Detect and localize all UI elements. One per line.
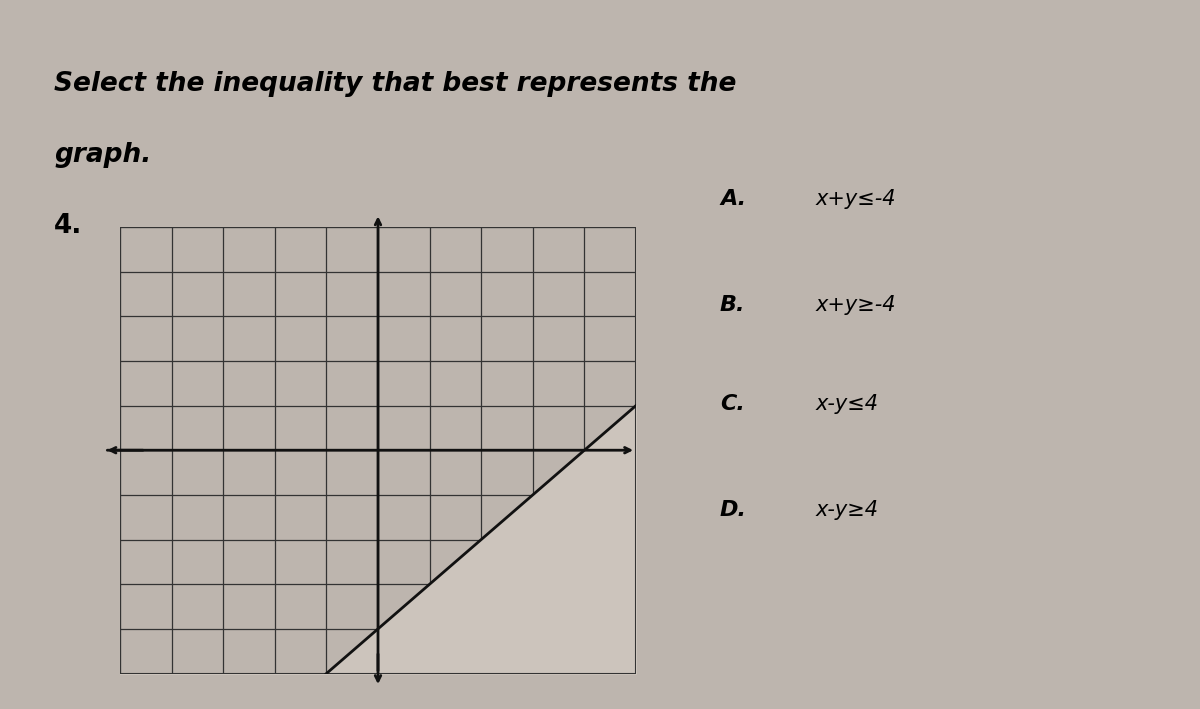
Text: x-y≥4: x-y≥4 [816, 501, 880, 520]
Text: B.: B. [720, 295, 745, 315]
Text: x-y≤4: x-y≤4 [816, 394, 880, 414]
Text: C.: C. [720, 394, 745, 414]
Text: x+y≤-4: x+y≤-4 [816, 189, 896, 208]
Text: graph.: graph. [54, 142, 151, 168]
Text: Select the inequality that best represents the: Select the inequality that best represen… [54, 71, 737, 97]
Text: 4.: 4. [54, 213, 83, 239]
Text: x+y≥-4: x+y≥-4 [816, 295, 896, 315]
Text: D.: D. [720, 501, 746, 520]
Text: A.: A. [720, 189, 746, 208]
